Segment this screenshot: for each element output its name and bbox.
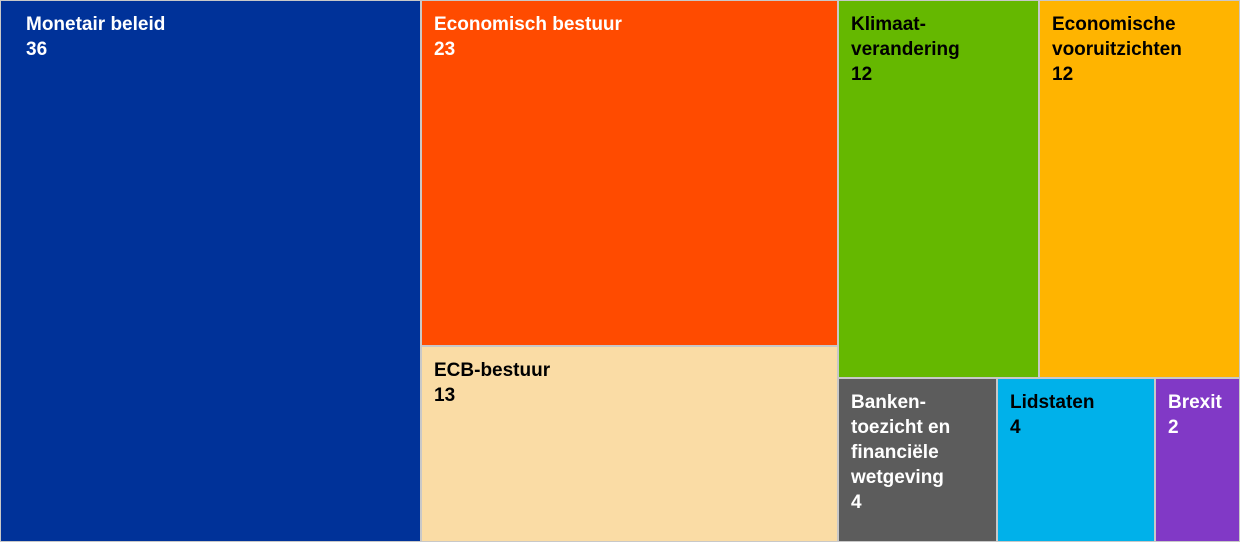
tile-label: Monetair beleid 36 <box>26 12 165 62</box>
tile-value: 12 <box>1052 64 1074 85</box>
tile-name: Klimaat- verandering <box>851 14 960 60</box>
treemap-tile: Lidstaten 4 <box>997 378 1155 542</box>
tile-label: Lidstaten 4 <box>1010 390 1094 440</box>
tile-name: Brexit <box>1168 392 1222 413</box>
treemap-tile: Klimaat- verandering 12 <box>838 0 1039 378</box>
tile-name: Economisch bestuur <box>434 14 622 35</box>
tile-name: ECB-bestuur <box>434 360 551 381</box>
tile-label: Klimaat- verandering 12 <box>851 12 960 87</box>
tile-value: 12 <box>851 64 873 85</box>
treemap-tile: Brexit 2 <box>1155 378 1240 542</box>
tile-value: 23 <box>434 39 456 60</box>
treemap-tile: Monetair beleid 36 <box>0 0 421 542</box>
treemap-tile: ECB-bestuur 13 <box>421 346 838 542</box>
tile-label: ECB-bestuur 13 <box>434 358 550 408</box>
tile-value: 4 <box>851 492 862 513</box>
tile-label: Economische vooruitzichten 12 <box>1052 12 1182 87</box>
tile-value: 36 <box>26 39 48 60</box>
tile-name: Banken- toezicht en financiële wetgeving <box>851 392 951 488</box>
tile-name: Lidstaten <box>1010 392 1095 413</box>
treemap-tile: Economische vooruitzichten 12 <box>1039 0 1240 378</box>
tile-label: Brexit 2 <box>1168 390 1222 440</box>
tile-value: 2 <box>1168 417 1179 438</box>
tile-label: Banken- toezicht en financiële wetgeving… <box>851 390 950 515</box>
treemap-tile: Banken- toezicht en financiële wetgeving… <box>838 378 997 542</box>
tile-label: Economisch bestuur 23 <box>434 12 622 62</box>
treemap-tile: Economisch bestuur 23 <box>421 0 838 346</box>
tile-value: 13 <box>434 385 456 406</box>
tile-name: Monetair beleid <box>26 14 166 35</box>
tile-name: Economische vooruitzichten <box>1052 14 1182 60</box>
tile-value: 4 <box>1010 417 1021 438</box>
